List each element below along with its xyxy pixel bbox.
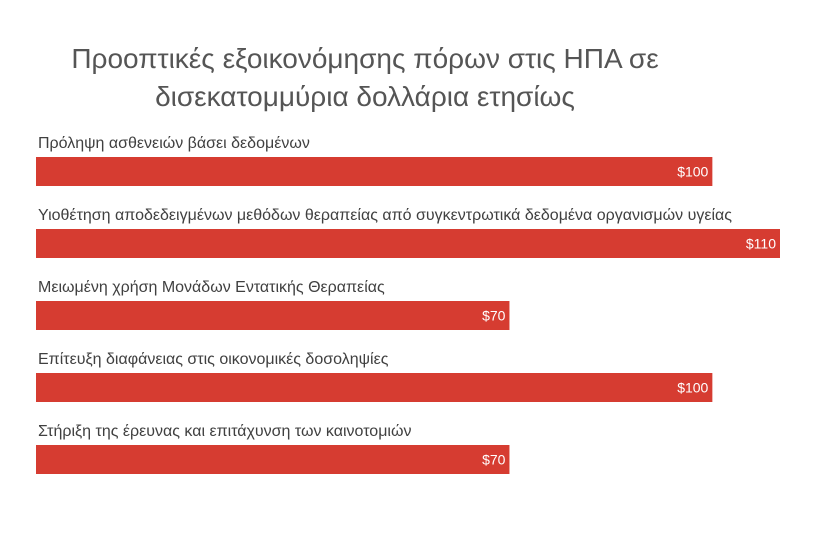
bar: [36, 157, 713, 186]
chart-title-line-1: Προοπτικές εξοικονόμησης πόρων στις ΗΠΑ …: [71, 43, 659, 74]
bar: [36, 373, 713, 402]
bar-value-label: $100: [677, 164, 708, 180]
chart-title: Προοπτικές εξοικονόμησης πόρων στις ΗΠΑ …: [0, 40, 730, 116]
bar: [36, 229, 780, 258]
bar-value-label: $110: [746, 236, 776, 252]
category-label: Πρόληψη ασθενειών βάσει δεδομένων: [38, 135, 310, 152]
category-label: Μειωμένη χρήση Μονάδων Εντατικής Θεραπεί…: [38, 279, 385, 296]
bar: [36, 301, 510, 330]
category-label: Επίτευξη διαφάνειας στις οικονομικές δοσ…: [38, 351, 389, 368]
category-label: Στήριξη της έρευνας και επιτάχυνση των κ…: [38, 423, 411, 440]
chart-title-line-2: δισεκατομμύρια δολλάρια ετησίως: [155, 81, 575, 112]
bar-value-label: $100: [677, 380, 708, 396]
category-label: Υιοθέτηση αποδεδειγμένων μεθόδων θεραπεί…: [38, 207, 732, 224]
bar-value-label: $70: [482, 452, 506, 468]
bar-value-label: $70: [482, 308, 506, 324]
bar: [36, 445, 510, 474]
